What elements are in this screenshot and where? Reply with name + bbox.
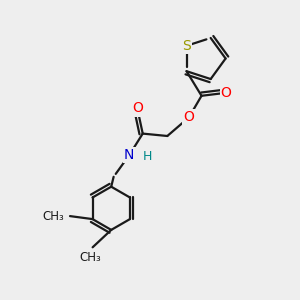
Text: H: H [142,150,152,163]
Text: O: O [132,101,143,116]
Text: O: O [184,110,194,124]
Text: S: S [182,39,191,53]
Text: CH₃: CH₃ [42,210,64,223]
Text: O: O [221,86,232,100]
Text: CH₃: CH₃ [80,251,101,264]
Text: N: N [124,148,134,162]
